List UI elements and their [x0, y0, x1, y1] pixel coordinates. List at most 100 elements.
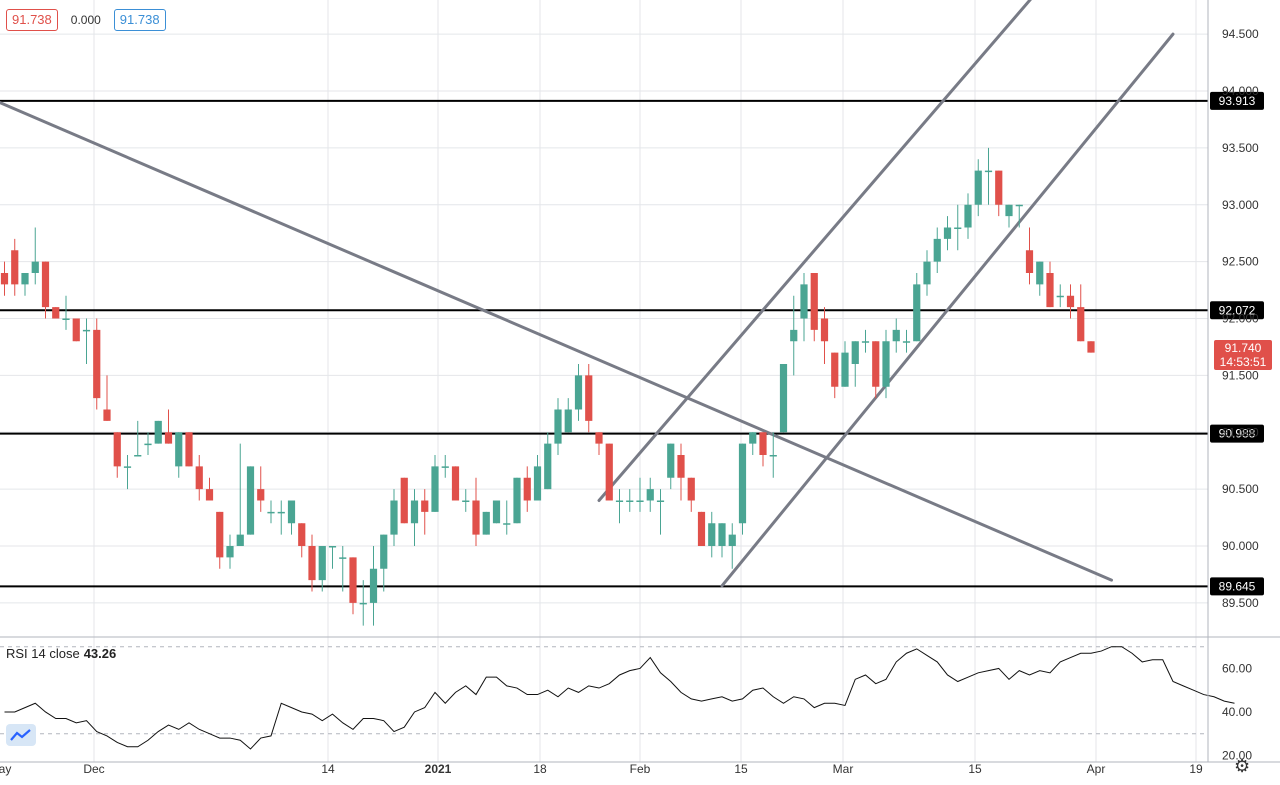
candle-body [718, 523, 726, 546]
candle-body [205, 489, 214, 501]
candle-body [482, 511, 490, 535]
candle-body [185, 432, 193, 467]
level-price-label: 89.645 [1219, 579, 1256, 593]
candle-body [800, 284, 808, 319]
candle-body [851, 341, 859, 364]
candle-body [943, 227, 952, 239]
candle-body [810, 273, 818, 330]
candle-body [1077, 307, 1085, 342]
candle-body [287, 500, 296, 524]
candle-body [0, 273, 9, 285]
trendline [597, 0, 1032, 502]
price-tick-label: 91.500 [1222, 368, 1259, 382]
candle-body [390, 500, 398, 535]
rsi-tick-label: 60.00 [1222, 661, 1252, 675]
candle-body [236, 534, 244, 546]
time-tick-label: 19 [1189, 762, 1203, 776]
rsi-legend[interactable]: RSI 14 close 43.26 [6, 646, 116, 661]
candle-body [697, 511, 706, 546]
candle-body [503, 523, 511, 525]
candle-body [574, 375, 583, 410]
close-value-badge: 91.738 [113, 9, 166, 31]
candle-body [984, 170, 993, 173]
candle-body [523, 477, 531, 501]
time-tick-label: 14 [321, 762, 335, 776]
candle-body [41, 261, 50, 308]
candle-body [913, 284, 921, 342]
candle-body [646, 489, 654, 501]
candle-body [605, 443, 613, 501]
time-tick-label: 2021 [425, 762, 452, 776]
candle-body [400, 477, 408, 524]
candle-body [1046, 273, 1054, 308]
candle-body [1056, 295, 1064, 298]
candle-body [31, 261, 39, 273]
candle-body [441, 466, 449, 468]
price-tick-label: 93.000 [1222, 198, 1259, 212]
rsi-layer: 60.00 40.00 20.00 [0, 646, 1252, 762]
candle-body [1087, 341, 1095, 353]
candle-body [175, 432, 183, 467]
candle-body [677, 455, 685, 478]
candle-body [564, 409, 572, 433]
candle-body [134, 455, 142, 457]
grid-layer [0, 0, 1208, 762]
settings-gear-icon[interactable]: ⚙ [1234, 756, 1251, 776]
tradingview-logo-icon[interactable] [6, 724, 36, 746]
candle-body [21, 273, 29, 285]
price-tick-label: 91.000 [1222, 425, 1259, 439]
candle-body [759, 432, 767, 455]
candle-body [687, 477, 695, 501]
change-value-label: 0.000 [70, 13, 101, 27]
ohlc-header: 91.738 0.000 91.738 [6, 9, 166, 31]
live-price-value: 91.740 [1224, 341, 1262, 355]
candle-body [113, 432, 121, 467]
candle-body [164, 432, 173, 444]
time-tick-label: 15 [968, 762, 982, 776]
candle-body [1025, 250, 1034, 273]
candle-body [339, 557, 347, 559]
trendline [0, 101, 1113, 582]
candle-body [298, 523, 306, 546]
candle-body [462, 500, 470, 502]
candle-body [769, 455, 777, 457]
candle-body [492, 500, 501, 524]
candle-body [749, 432, 757, 444]
price-tick-label: 90.000 [1222, 539, 1259, 553]
candle-body [708, 523, 716, 546]
candle-body [974, 170, 982, 205]
candle-body [667, 443, 675, 478]
time-tick-label: Apr [1087, 762, 1106, 776]
candle-body [995, 170, 1003, 205]
candle-body [93, 329, 101, 399]
candle-body [123, 466, 132, 468]
candle-body [738, 443, 747, 524]
level-price-tag [1210, 301, 1264, 320]
time-tick-label: Dec [83, 762, 104, 776]
candle-body [656, 500, 665, 502]
candle-body [872, 341, 880, 387]
candle-body [923, 261, 931, 285]
candle-body [831, 352, 839, 387]
rsi-legend-label: RSI 14 close [6, 646, 80, 661]
rsi-legend-value: 43.26 [83, 646, 117, 661]
candle-body [626, 500, 634, 502]
candle-body [11, 250, 19, 285]
candle-body [820, 318, 829, 342]
candle-layer [0, 147, 1095, 626]
candle-body [144, 443, 152, 446]
level-price-tag [1210, 91, 1264, 110]
candle-body [154, 420, 162, 444]
candle-body [72, 318, 80, 342]
price-tick-label: 90.500 [1222, 482, 1259, 496]
candle-body [728, 534, 736, 546]
candle-body [554, 409, 562, 444]
candle-body [1036, 261, 1044, 285]
time-tick-label: Mar [833, 762, 854, 776]
candle-body [1015, 204, 1023, 207]
candle-body [882, 341, 890, 387]
candle-body [431, 466, 439, 512]
candle-body [861, 341, 870, 343]
candle-body [964, 204, 972, 228]
